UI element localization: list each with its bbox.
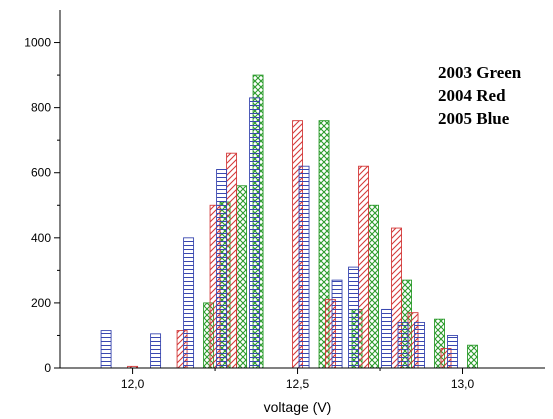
bar-blue-3 bbox=[150, 333, 162, 369]
x-tick-label-2: 13,0 bbox=[451, 377, 475, 391]
legend-entry-1: 2004 Red bbox=[438, 86, 506, 105]
legend-group: 2003 Green 2004 Red 2005 Blue bbox=[438, 63, 522, 128]
bar-blue-18 bbox=[397, 321, 409, 369]
bar-blue-9 bbox=[249, 97, 261, 369]
y-tick-label-5: 1000 bbox=[24, 36, 51, 50]
x-tick-label-1: 12,5 bbox=[286, 377, 310, 391]
x-tick-label-0: 12,0 bbox=[121, 377, 145, 391]
x-axis-title: voltage (V) bbox=[264, 399, 332, 415]
y-tick-label-2: 400 bbox=[31, 231, 51, 245]
bar-blue-12 bbox=[298, 165, 310, 369]
bar-green-21 bbox=[467, 344, 478, 369]
legend-entry-0: 2003 Green bbox=[438, 63, 522, 82]
bar-blue-0 bbox=[100, 330, 112, 369]
y-tick-label-4: 800 bbox=[31, 101, 51, 115]
legend-entry-2: 2005 Blue bbox=[438, 109, 510, 128]
axes-group bbox=[54, 10, 545, 374]
bar-green-15 bbox=[368, 204, 379, 369]
bar-blue-21 bbox=[447, 335, 458, 369]
bar-blue-14 bbox=[331, 279, 343, 369]
bar-red-15 bbox=[358, 165, 369, 369]
bar-blue-19 bbox=[414, 321, 425, 369]
y-tick-label-1: 200 bbox=[31, 296, 51, 310]
bars-group bbox=[100, 74, 478, 369]
bar-blue-17 bbox=[381, 308, 392, 369]
y-tick-label-3: 600 bbox=[31, 166, 51, 180]
bar-red-7 bbox=[226, 152, 238, 369]
y-tick-label-0: 0 bbox=[44, 361, 51, 375]
labels-group: 0 200 400 600 800 1000 12,0 12,5 13,0 voltage (V) bbox=[24, 36, 474, 415]
bar-blue-15 bbox=[348, 266, 359, 369]
bar-green-7 bbox=[236, 185, 248, 369]
bar-blue-5 bbox=[183, 237, 195, 369]
bar-blue-7 bbox=[216, 169, 228, 369]
